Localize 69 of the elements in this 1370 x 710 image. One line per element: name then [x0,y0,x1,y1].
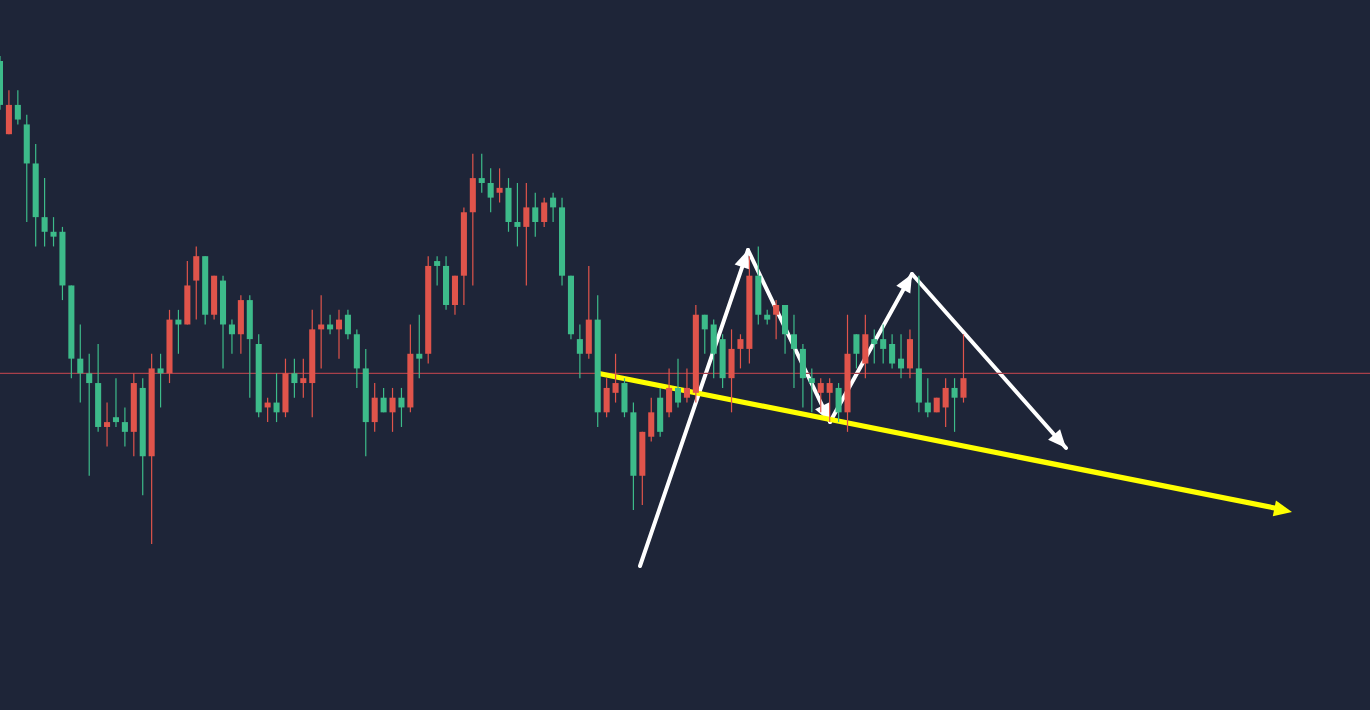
candlestick [674,358,682,409]
candlestick [398,387,405,428]
candlestick [5,89,12,135]
candlestick [23,114,30,223]
candlestick [862,314,869,379]
candlestick [773,299,780,340]
candlestick [318,294,325,370]
candlestick [273,372,280,423]
candlestick [550,192,557,223]
candlestick [353,328,360,389]
candlestick [211,275,218,321]
candlestick [532,192,539,238]
candlestick [942,377,949,428]
candlestick [434,255,441,287]
candlestick [184,260,191,326]
candlestick [86,353,93,477]
candlestick [585,265,592,360]
candlestick [666,367,673,418]
candlestick [219,275,227,370]
candlestick [157,353,164,409]
candlestick [541,197,548,228]
candlestick [799,343,806,409]
candlestick [416,314,423,379]
candlestick [505,177,512,233]
candlestick [77,323,84,404]
candlestick [487,167,494,213]
candlestick [576,323,583,379]
candlestick [327,314,334,335]
candlestick [657,387,664,438]
candlestick [612,353,619,404]
candlestick [496,167,503,204]
candlestick [871,328,878,365]
candlestick [14,89,21,126]
candlestick [335,309,343,360]
candlestick [193,245,200,321]
candlestick [104,401,111,448]
candlestick [451,275,459,316]
candlestick [924,377,931,418]
candlestick [380,387,387,413]
candlestick [121,406,128,448]
candlestick [790,314,798,389]
candlestick [523,182,530,287]
candlestick [371,382,378,433]
candlestick [728,328,735,413]
candlestick [835,382,842,423]
candlestick [755,245,762,326]
candlestick [41,177,48,248]
candlestick [469,153,476,287]
candlestick [237,294,244,355]
candlestick [621,377,628,418]
candlestick [95,343,102,433]
candlestick [291,358,298,399]
candlestick [389,387,396,433]
candlestick [906,328,913,379]
candlestick [853,333,860,370]
candlestick [826,377,833,423]
candlestick [951,377,958,433]
candlestick [228,319,235,355]
candlestick [478,153,485,194]
candlestick [808,367,815,413]
candlestick [960,333,967,404]
candlestick [782,304,789,355]
candlestick [112,377,120,428]
candlestick [443,255,450,311]
candlestick [344,309,351,340]
candlestick [246,294,253,399]
candlestick [282,358,289,418]
candlestick [514,182,521,248]
candlestick [915,275,922,413]
